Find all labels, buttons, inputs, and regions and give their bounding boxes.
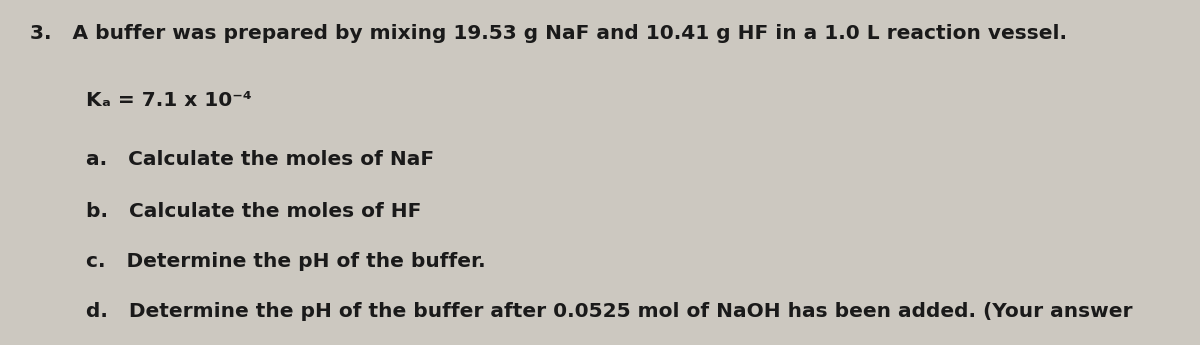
- Text: c.   Determine the pH of the buffer.: c. Determine the pH of the buffer.: [86, 252, 486, 271]
- Text: b.   Calculate the moles of HF: b. Calculate the moles of HF: [86, 202, 421, 221]
- Text: d.   Determine the pH of the buffer after 0.0525 mol of NaOH has been added. (Yo: d. Determine the pH of the buffer after …: [86, 302, 1133, 321]
- Text: 3.   A buffer was prepared by mixing 19.53 g NaF and 10.41 g HF in a 1.0 L react: 3. A buffer was prepared by mixing 19.53…: [30, 24, 1067, 43]
- Text: Kₐ = 7.1 x 10⁻⁴: Kₐ = 7.1 x 10⁻⁴: [86, 91, 252, 110]
- Text: a.   Calculate the moles of NaF: a. Calculate the moles of NaF: [86, 150, 434, 169]
